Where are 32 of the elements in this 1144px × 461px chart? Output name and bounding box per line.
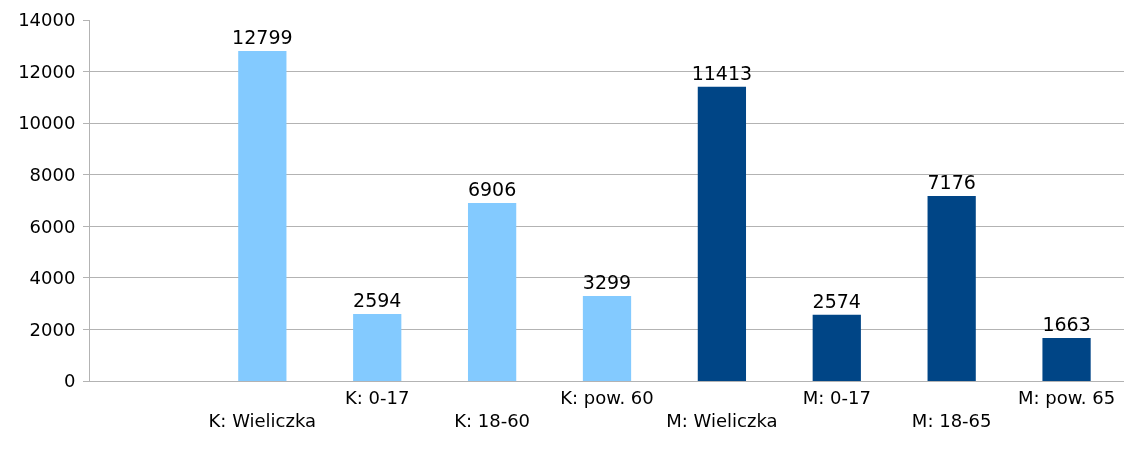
bar <box>812 314 861 381</box>
data-label: 2594 <box>353 289 402 312</box>
bar <box>927 195 976 381</box>
y-tick-label: 6000 <box>29 215 76 237</box>
x-tick-label: K: Wieliczka <box>208 410 317 431</box>
bar <box>1042 338 1091 381</box>
y-tick-label: 14000 <box>18 9 76 31</box>
data-label: 2574 <box>812 289 861 312</box>
bar <box>238 50 287 381</box>
bar <box>467 202 517 381</box>
x-tick-label: M: pow. 65 <box>1017 386 1116 408</box>
data-label: 7176 <box>927 170 976 193</box>
x-tick-label: K: 18-60 <box>454 410 531 431</box>
x-tick-label: M: Wieliczka <box>666 410 778 431</box>
x-tick-label: K: 0-17 <box>344 386 410 408</box>
x-tick-label: M: 0-17 <box>802 386 871 408</box>
y-tick-label: 8000 <box>29 164 76 186</box>
y-tick-label: 12000 <box>18 60 76 82</box>
data-label: 1663 <box>1042 313 1091 336</box>
data-label: 6906 <box>467 177 517 200</box>
data-label: 3299 <box>582 270 632 293</box>
x-tick-label: K: pow. 60 <box>560 386 654 408</box>
data-label: 12799 <box>232 25 293 48</box>
bar <box>353 314 402 381</box>
y-tick-label: 0 <box>63 370 76 392</box>
data-label: 11413 <box>691 61 753 84</box>
bar <box>582 295 632 381</box>
bar <box>697 86 747 381</box>
y-tick-label: 2000 <box>29 318 76 340</box>
y-tick-label: 4000 <box>29 267 76 289</box>
x-tick-label: M: 18-65 <box>911 410 992 431</box>
y-tick-label: 10000 <box>18 112 76 134</box>
